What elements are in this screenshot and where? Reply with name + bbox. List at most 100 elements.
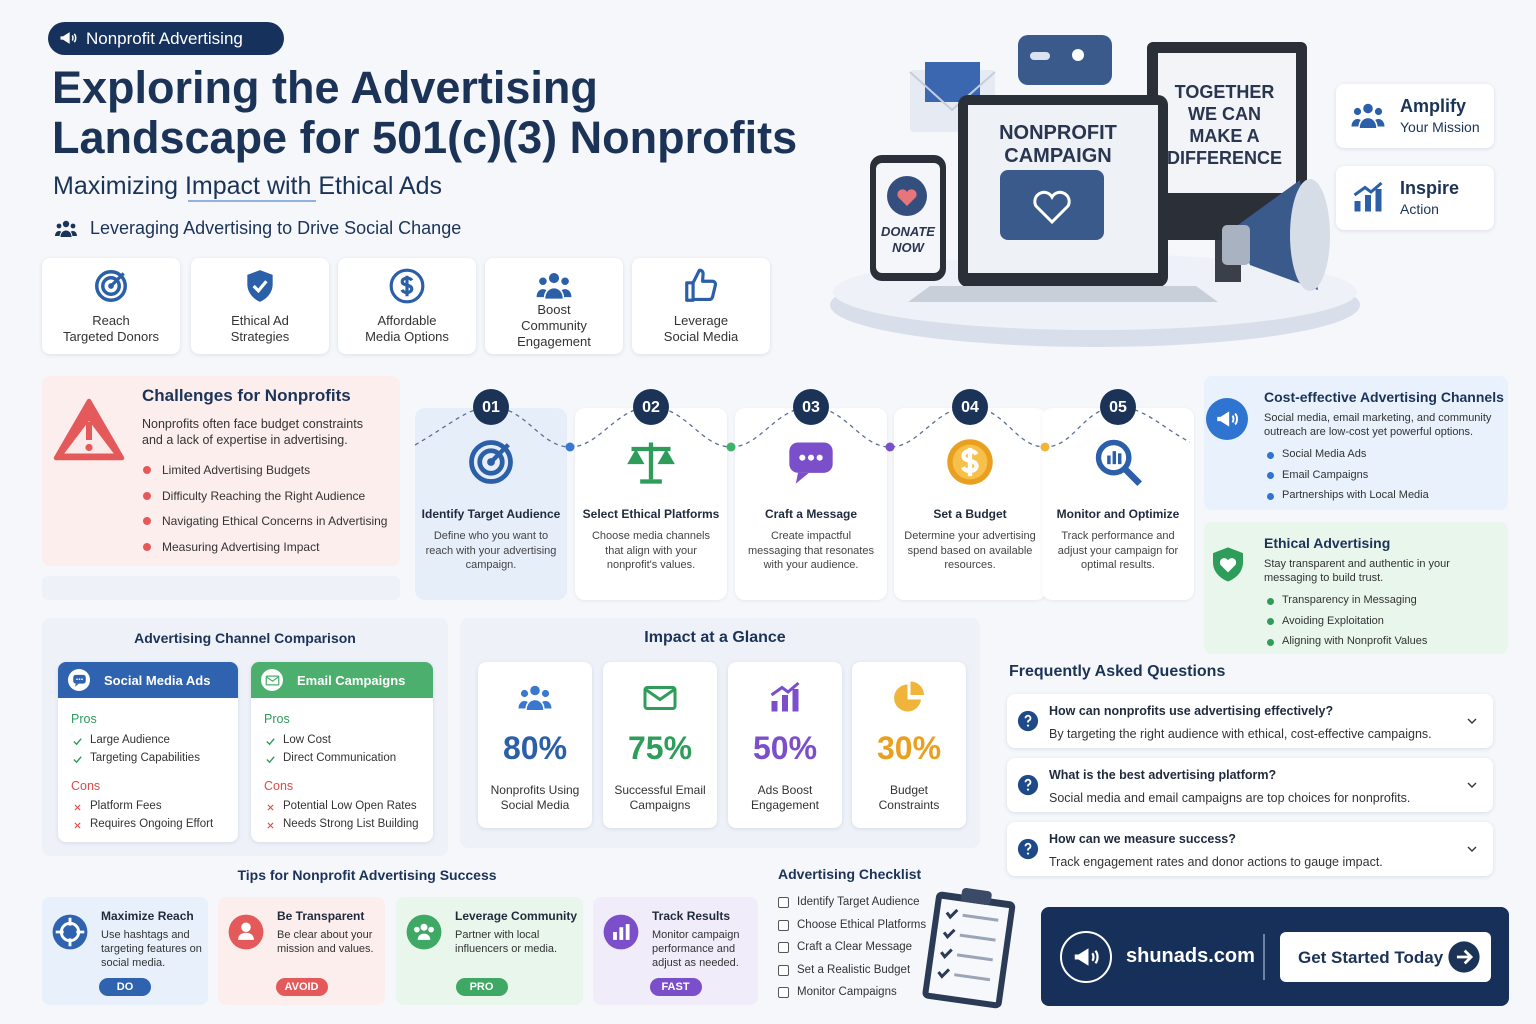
tip-card: Leverage Community Partner with local inf… (396, 897, 583, 1005)
icon-part (55, 231, 77, 236)
tagline: Leveraging Advertising to Drive Social C… (90, 218, 462, 238)
icon-part (1074, 948, 1089, 966)
icon-part (541, 689, 550, 698)
icon-part (72, 737, 82, 745)
icon-part (266, 803, 274, 811)
bullet (1266, 472, 1274, 479)
icon-part (685, 268, 718, 302)
challenges-panel: Challenges for Nonprofits Nonprofits ofte… (42, 376, 400, 566)
comparison-name: Social Media Ads (104, 673, 211, 688)
feature-label: Ethical Ad (231, 313, 289, 328)
ethical-panel: Ethical Advertising Stay transparent and … (1204, 522, 1508, 654)
cross-icon (73, 803, 81, 811)
icon-part (86, 422, 92, 440)
icon-part (420, 923, 428, 931)
cost_effective-description: Social media, email marketing, and commu… (1264, 412, 1492, 438)
shield-icon (247, 270, 273, 302)
icon-part (530, 685, 540, 696)
stat-card: 80% Nonprofits Using Social Media (478, 662, 592, 828)
monitor-text: WE CAN (1188, 104, 1261, 124)
icon-part (241, 922, 251, 932)
icon-part (265, 675, 279, 682)
bullet (1266, 492, 1274, 500)
megaphone-mouth (1290, 179, 1330, 291)
pro-item: Targeting Capabilities (90, 752, 200, 764)
stat-value: 50% (752, 730, 818, 766)
step-description: Track performance and adjust your campai… (1057, 530, 1179, 571)
chat-icon (1030, 52, 1050, 60)
people-icon (1351, 103, 1385, 128)
feature-card: Ethical Ad Strategies (191, 258, 329, 354)
dollar-icon (389, 268, 425, 304)
step-number-text: 02 (642, 399, 660, 416)
challenge-item: Measuring Advertising Impact (162, 539, 320, 554)
feature-label: Targeted Donors (62, 329, 160, 344)
title: Exploring the Advertising (52, 62, 598, 113)
cons-label: Cons (264, 779, 294, 793)
people-icon (518, 685, 552, 710)
question-icon (1017, 838, 1039, 860)
icon-part (52, 914, 88, 950)
icon-part (60, 32, 70, 44)
megaphone-icon (1217, 411, 1238, 427)
underline (188, 200, 316, 202)
tip-text: Partner with local influencers or media. (455, 929, 558, 955)
challenge-item: Difficulty Reaching the Right Audience (162, 488, 366, 503)
feature-label: Reach (92, 313, 130, 328)
icon-part (75, 677, 78, 680)
icon-part (428, 926, 434, 933)
feature-card: Affordable Media Options (338, 258, 476, 354)
icon-part (1351, 119, 1385, 127)
step-description: Create impactful messaging that resonate… (748, 530, 874, 571)
icon-part (1122, 466, 1142, 486)
icon-part (1467, 718, 1477, 724)
step-number: 01 (473, 389, 509, 425)
step-number-text: 04 (961, 399, 979, 416)
bullet (1266, 451, 1274, 459)
checkbox (778, 942, 789, 954)
comparison-name: Email Campaigns (297, 673, 406, 688)
challenge-item: Limited Advertising Budgets (162, 463, 311, 477)
con-item: Requires Ongoing Effort (90, 818, 214, 830)
megaphone-icon (1074, 948, 1099, 966)
pro-item: Large Audience (90, 734, 170, 746)
clipboard-part (942, 928, 956, 940)
cta-button[interactable]: Get Started Today (1280, 932, 1491, 982)
checkbox (778, 964, 789, 976)
tip-tag-text: PRO (469, 981, 494, 993)
monitor-text: MAKE A (1189, 126, 1260, 146)
con-item: Platform Fees (90, 800, 162, 812)
envelope-flap (909, 71, 996, 112)
icon-part (1026, 852, 1030, 855)
bars-icon (603, 914, 639, 950)
icon-part (1231, 412, 1238, 426)
icon-part (1118, 453, 1122, 465)
tip-tag: AVOID (275, 978, 328, 996)
clipboard-part (937, 968, 951, 979)
target-icon (95, 270, 127, 302)
cost_effective-item: Partnerships with Local Media (1282, 489, 1429, 501)
icon-part (1219, 558, 1237, 573)
icon-part (536, 289, 572, 298)
tip-card: Maximize Reach Use hashtags and targeting… (42, 897, 208, 1005)
icon-part (782, 695, 788, 712)
icon-part (613, 932, 617, 940)
laptop-base (908, 286, 1218, 302)
checklist-item: Identify Target Audience (797, 896, 920, 908)
side-card-title: Inspire (1400, 178, 1460, 198)
side-card-title: Amplify (1400, 96, 1467, 116)
ethical-item: Aligning with Nonprofit Values (1282, 635, 1428, 647)
icon-part (265, 675, 279, 685)
feature-label: Social Media (663, 329, 739, 344)
challenge-item: Navigating Ethical Concerns in Advertisi… (162, 514, 388, 528)
chat-bubble (1018, 35, 1112, 85)
stat-label: Nonprofits Using (490, 783, 580, 797)
step-title: Select Ethical Platforms (582, 507, 720, 521)
cost_effective-panel: Cost-effective Advertising Channels Socia… (1204, 376, 1508, 510)
bullet (1266, 618, 1274, 625)
phone-text: DONATE (881, 224, 935, 239)
icon-part (1374, 107, 1383, 116)
ethical-description: Stay transparent and authentic in your m… (1264, 558, 1450, 584)
stat-label: Campaigns (629, 798, 691, 812)
icon-part (807, 454, 815, 461)
